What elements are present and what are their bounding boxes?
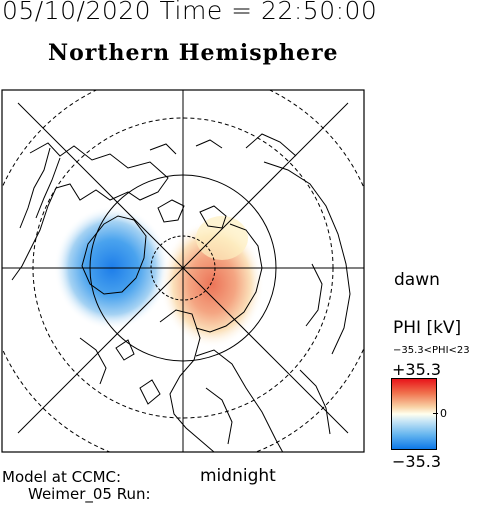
map-frame	[1, 89, 365, 453]
colorbar-zero-label: 0	[440, 407, 447, 420]
polar-potential-map	[1, 89, 365, 453]
colorbar-zero-tick	[433, 413, 438, 414]
dawn-label: dawn	[394, 270, 440, 290]
colorbar-range-text: −35.3<PHI<23	[393, 345, 470, 356]
model-label-line1: Model at CCMC:	[2, 468, 122, 486]
midnight-label: midnight	[200, 466, 276, 486]
model-label-line2: Weimer_05 Run:	[28, 485, 151, 503]
colorbar	[391, 378, 437, 450]
hemisphere-title: Northern Hemisphere	[48, 40, 339, 66]
colorbar-max-label: +35.3	[392, 360, 442, 379]
colorbar-title: PHI [kV]	[393, 318, 462, 338]
coastlines	[11, 133, 351, 452]
date-time-title: 05/10/2020 Time = 22:50:00	[2, 0, 378, 25]
colorbar-min-label: −35.3	[392, 452, 442, 471]
meridian-lines	[2, 90, 364, 452]
